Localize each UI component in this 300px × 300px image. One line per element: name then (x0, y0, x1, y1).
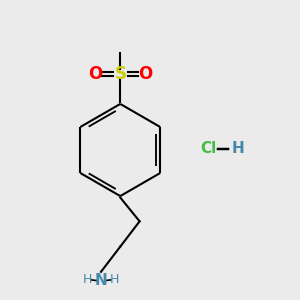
Text: N: N (94, 273, 107, 288)
Text: O: O (88, 65, 102, 83)
Text: Cl: Cl (200, 141, 216, 156)
Text: H: H (83, 273, 92, 286)
Text: O: O (138, 65, 152, 83)
Text: H: H (231, 141, 244, 156)
Text: S: S (114, 65, 126, 83)
Text: H: H (110, 273, 119, 286)
